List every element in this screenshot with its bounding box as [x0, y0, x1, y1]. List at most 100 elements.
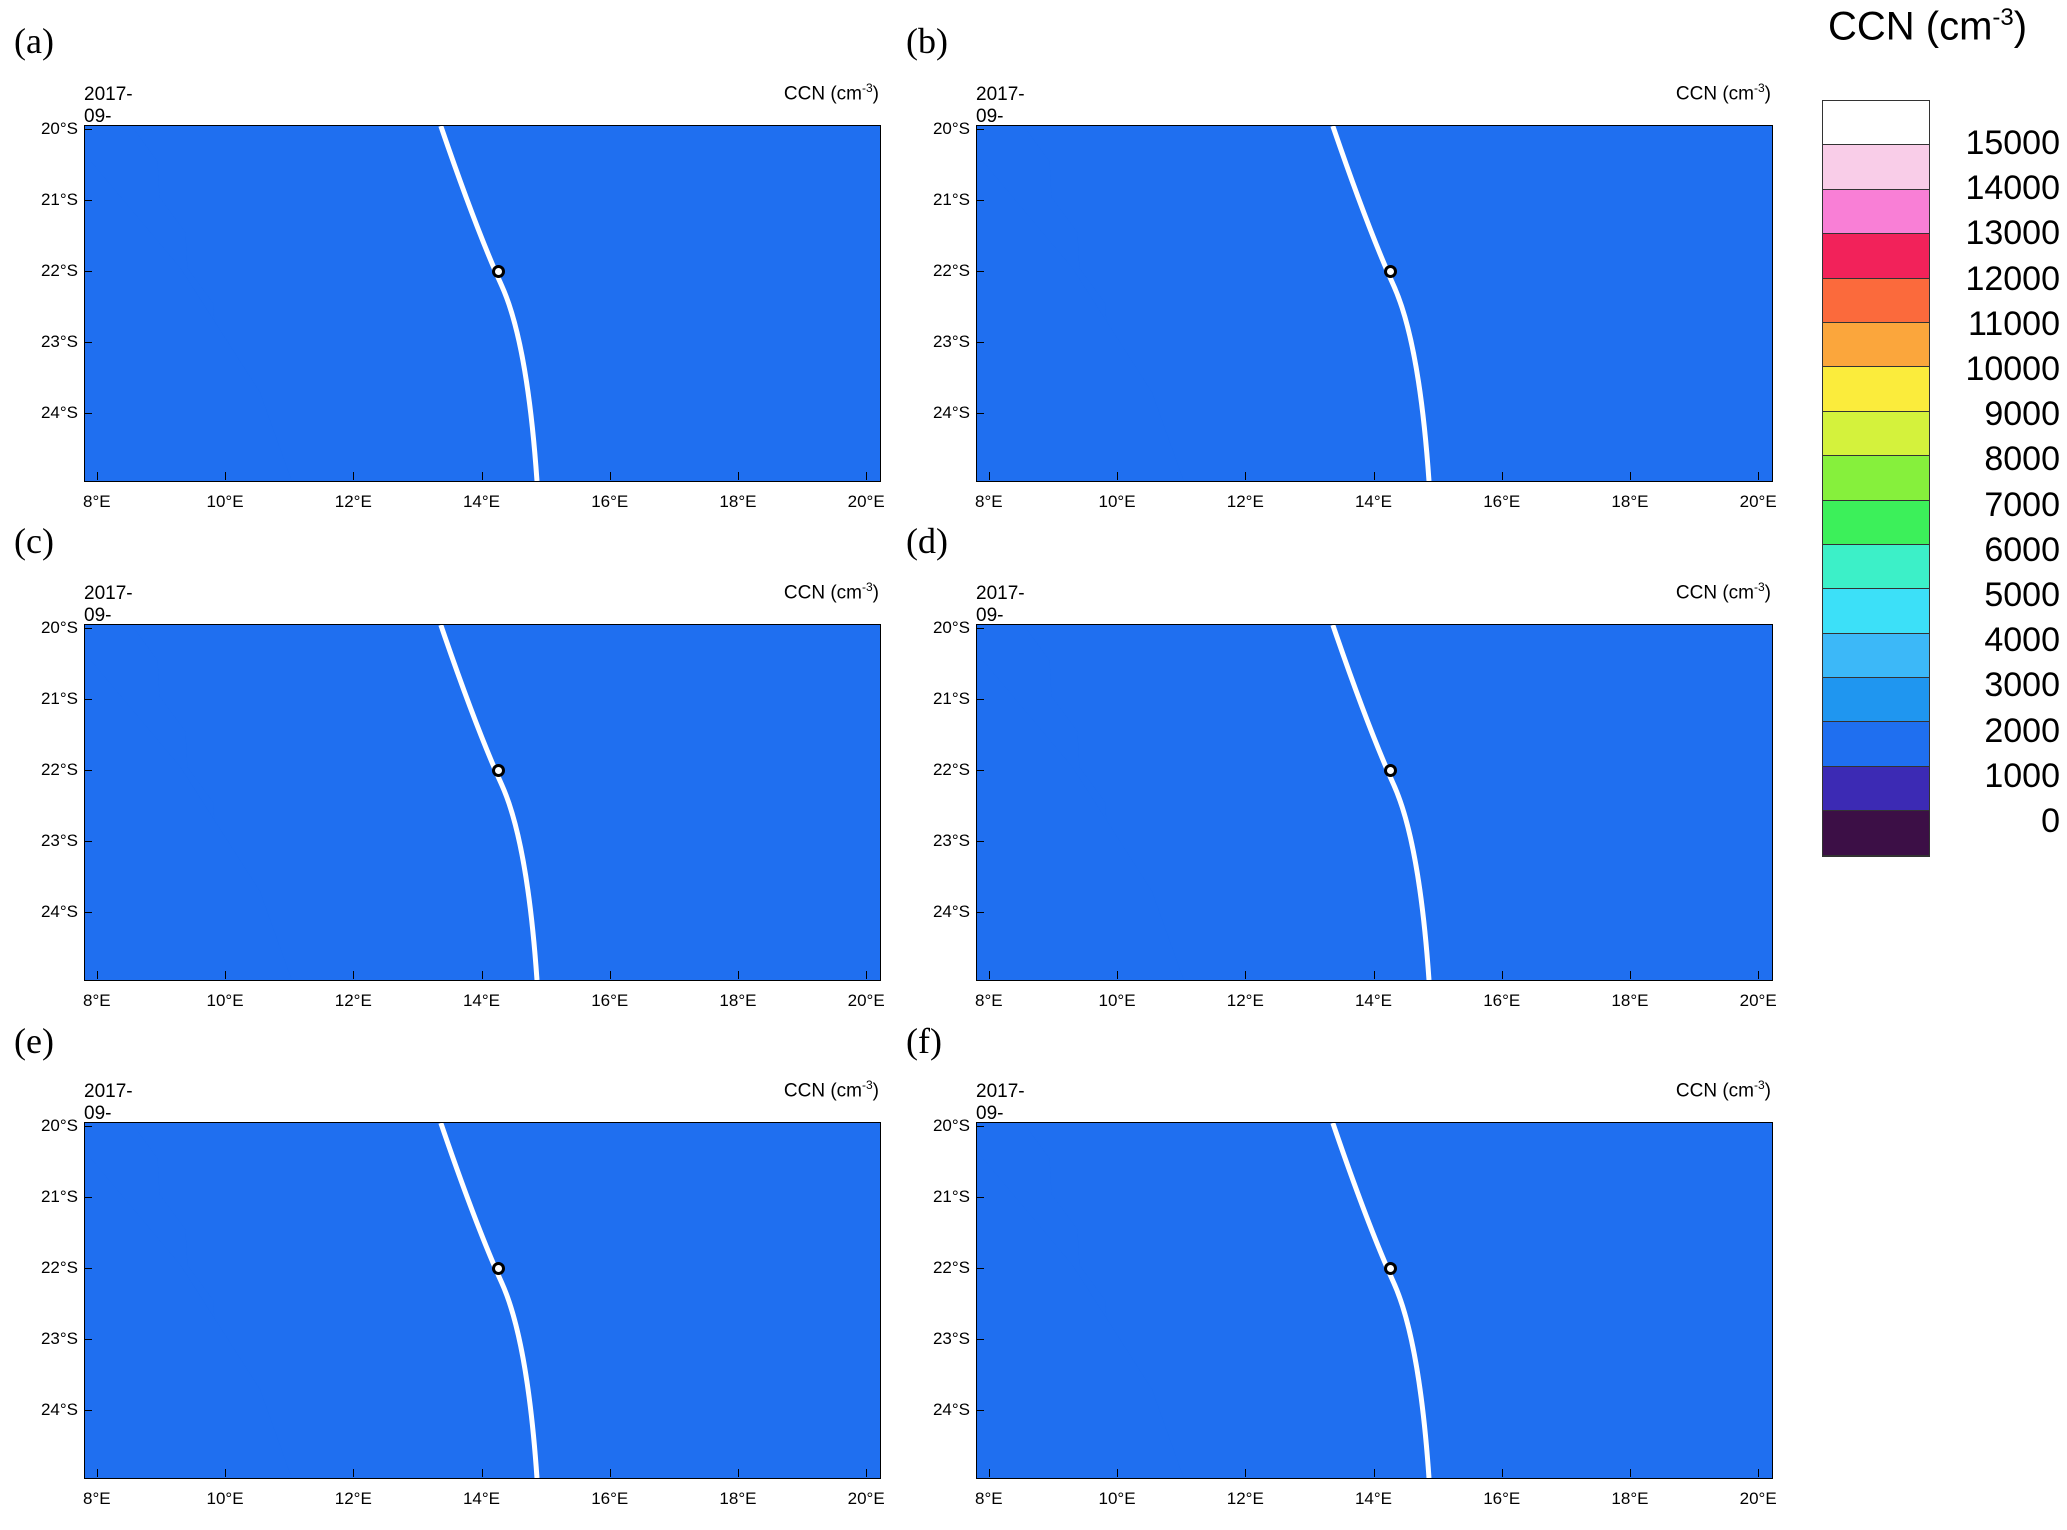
- y-tick-label: 20°S: [40, 118, 78, 138]
- colorbar-segment: [1823, 633, 1929, 679]
- x-tick-mark: [96, 472, 98, 480]
- x-tick-mark: [737, 971, 739, 979]
- x-tick-mark: [1373, 971, 1375, 979]
- colorbar-label: 13000: [1965, 214, 2060, 253]
- x-tick-mark: [1629, 1469, 1631, 1477]
- ccn-map: [976, 624, 1773, 981]
- colorbar-label: 6000: [1984, 530, 2060, 569]
- x-tick-mark: [353, 1469, 355, 1477]
- y-tick-mark: [976, 1338, 984, 1340]
- colorbar-label: 10000: [1965, 350, 2060, 388]
- colorbar-label: 12000: [1965, 259, 2060, 298]
- x-tick-mark: [1501, 472, 1503, 480]
- y-tick-mark: [976, 412, 984, 414]
- panel-units: CCN (cm-3): [1675, 81, 1771, 105]
- x-tick-label: 18°E: [719, 1489, 757, 1508]
- x-tick-mark: [1758, 1469, 1760, 1477]
- y-tick-label: 20°S: [932, 617, 970, 637]
- y-tick-label: 22°S: [932, 260, 970, 280]
- ccn-map: [84, 624, 881, 981]
- ccn-contour-band: [85, 1151, 292, 1478]
- y-tick-label: 24°S: [932, 402, 970, 422]
- x-tick-mark: [353, 472, 355, 480]
- coastline: [438, 1123, 540, 1478]
- y-tick-mark: [84, 769, 92, 771]
- x-tick-label: 8°E: [83, 492, 111, 511]
- x-tick-label: 12°E: [334, 492, 372, 511]
- x-tick-label: 20°E: [847, 492, 885, 511]
- x-tick-label: 18°E: [719, 492, 757, 511]
- colorbar-segment: [1823, 456, 1929, 501]
- ccn-contour-band: [131, 126, 880, 481]
- y-tick-label: 23°S: [932, 1328, 970, 1348]
- y-tick-mark: [84, 341, 92, 343]
- y-tick-mark: [976, 698, 984, 700]
- y-tick-label: 22°S: [932, 1257, 970, 1277]
- station-marker: [1383, 264, 1397, 278]
- x-tick-mark: [609, 1469, 611, 1477]
- station-marker: [1383, 1261, 1397, 1275]
- x-tick-label: 16°E: [591, 492, 629, 511]
- x-tick-mark: [96, 1469, 98, 1477]
- y-tick-label: 23°S: [932, 830, 970, 850]
- y-tick-mark: [84, 627, 92, 629]
- x-tick-mark: [1373, 472, 1375, 480]
- station-marker: [491, 264, 505, 278]
- colorbar-segment: [1823, 500, 1929, 545]
- colorbar-segment: [1823, 766, 1929, 812]
- x-tick-mark: [1758, 971, 1760, 979]
- colorbar-segment: [1823, 234, 1929, 279]
- ccn-contour-band: [977, 154, 1184, 481]
- x-tick-label: 8°E: [83, 1489, 111, 1508]
- panel-label: (e): [14, 1021, 54, 1061]
- panel-units: CCN (cm-3): [1675, 580, 1771, 604]
- colorbar-label: 7000: [1984, 485, 2060, 524]
- y-tick-mark: [976, 270, 984, 272]
- x-tick-label: 12°E: [334, 1489, 372, 1508]
- x-tick-mark: [1245, 472, 1247, 480]
- x-tick-mark: [866, 1469, 868, 1477]
- x-tick-mark: [737, 1469, 739, 1477]
- x-tick-label: 18°E: [1611, 991, 1649, 1010]
- y-tick-mark: [84, 1409, 92, 1411]
- colorbar-segment: [1823, 189, 1929, 235]
- y-tick-mark: [84, 128, 92, 130]
- y-tick-mark: [84, 1338, 92, 1340]
- coastline: [1330, 1123, 1432, 1478]
- x-tick-label: 20°E: [847, 991, 885, 1010]
- colorbar-segment: [1823, 544, 1929, 590]
- x-tick-label: 16°E: [591, 1489, 629, 1508]
- x-tick-mark: [96, 971, 98, 979]
- y-tick-mark: [84, 199, 92, 201]
- x-tick-label: 8°E: [83, 991, 111, 1010]
- coastline: [1330, 126, 1432, 481]
- panel-units: CCN (cm-3): [1675, 1078, 1771, 1102]
- y-tick-label: 21°S: [40, 688, 78, 708]
- ccn-contour-band: [85, 154, 292, 481]
- colorbar-label: 2000: [1984, 711, 2060, 750]
- x-tick-label: 14°E: [1354, 991, 1393, 1010]
- x-tick-mark: [866, 971, 868, 979]
- colorbar-label: 0: [2041, 802, 2060, 840]
- x-tick-mark: [481, 1469, 483, 1477]
- y-tick-mark: [84, 412, 92, 414]
- y-tick-mark: [976, 627, 984, 629]
- y-tick-mark: [84, 1125, 92, 1127]
- x-tick-mark: [481, 472, 483, 480]
- x-tick-label: 10°E: [1098, 1489, 1136, 1508]
- x-tick-mark: [609, 971, 611, 979]
- panel-label: (d): [906, 521, 948, 561]
- ccn-contour-band: [1023, 1123, 1772, 1478]
- x-tick-mark: [988, 472, 990, 480]
- x-tick-label: 8°E: [975, 492, 1003, 511]
- panel-units: CCN (cm-3): [783, 1078, 879, 1102]
- y-tick-mark: [976, 1409, 984, 1411]
- ccn-contour-band: [131, 625, 880, 980]
- x-tick-mark: [225, 1469, 227, 1477]
- x-tick-mark: [1245, 1469, 1247, 1477]
- x-tick-label: 16°E: [1483, 492, 1521, 511]
- x-tick-mark: [1117, 472, 1119, 480]
- x-tick-label: 10°E: [1098, 991, 1136, 1010]
- ccn-contour-band: [1023, 625, 1772, 980]
- x-tick-mark: [737, 472, 739, 480]
